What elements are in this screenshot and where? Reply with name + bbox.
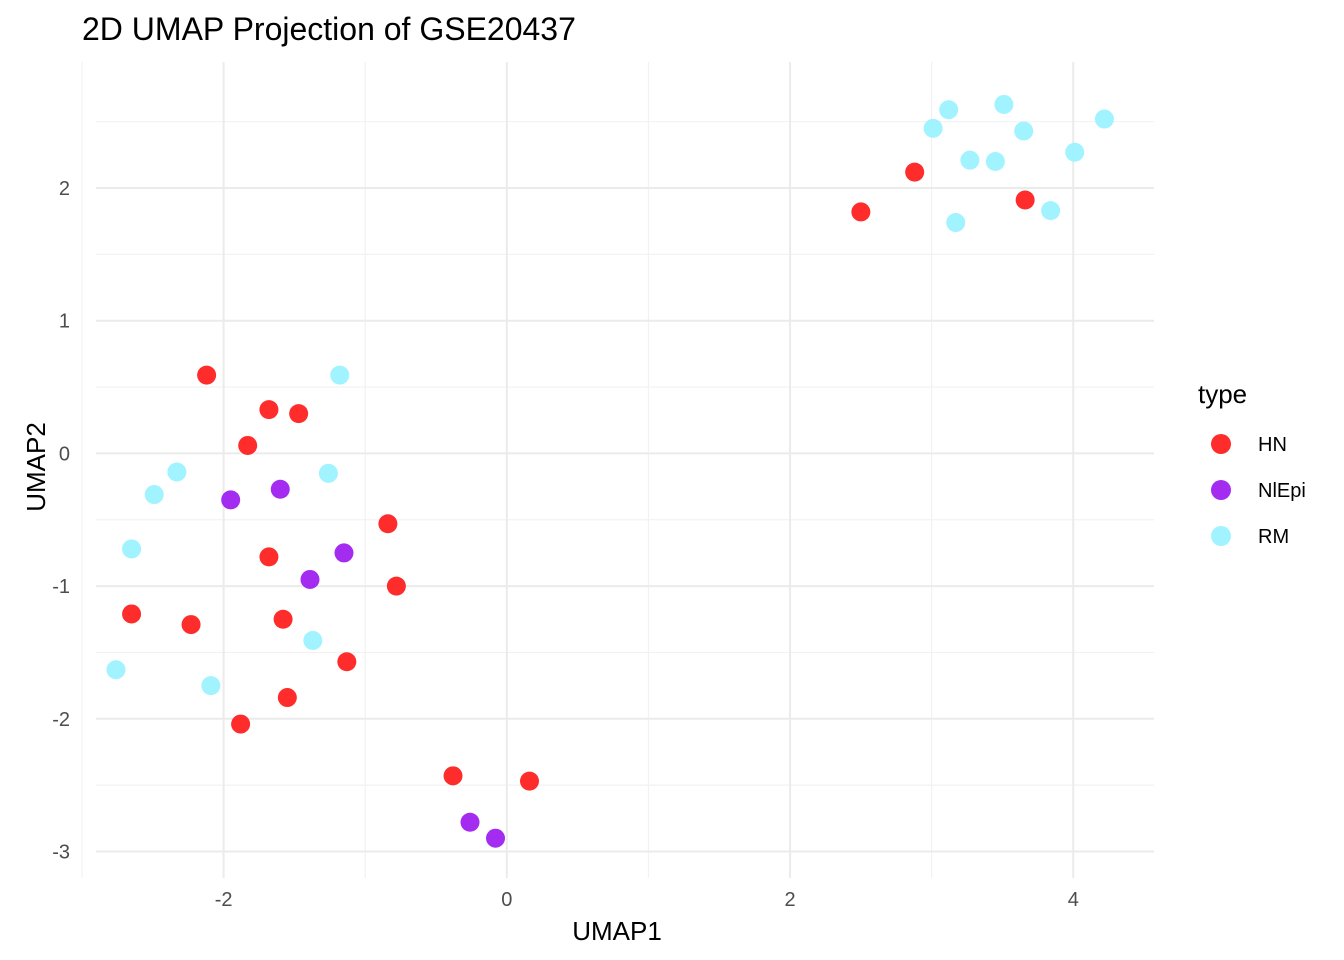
point-nlepi (486, 828, 506, 848)
x-axis-ticks: -2 0 2 4 (215, 889, 1079, 911)
y-tick-label: -2 (52, 709, 70, 731)
point-rm (122, 539, 142, 559)
point-rm (106, 660, 126, 680)
point-rm (318, 463, 338, 483)
point-hn (386, 576, 406, 596)
point-rm (1014, 121, 1034, 141)
legend-items: HN NlEpi RM (1211, 434, 1306, 548)
point-rm (946, 213, 966, 233)
point-hn (1015, 190, 1035, 210)
legend-label-rm: RM (1258, 526, 1289, 548)
legend-label-nlepi: NlEpi (1258, 480, 1306, 502)
point-rm (994, 94, 1014, 114)
point-hn (231, 714, 251, 734)
legend-label-hn: HN (1258, 434, 1287, 456)
point-rm (330, 365, 350, 385)
point-nlepi (270, 479, 290, 499)
y-tick-label: 2 (59, 178, 70, 200)
point-hn (443, 766, 463, 786)
legend: type HN NlEpi RM (1198, 379, 1306, 548)
point-rm (167, 462, 187, 482)
point-nlepi (334, 543, 354, 563)
legend-key-hn (1211, 434, 1231, 454)
point-hn (197, 365, 217, 385)
point-nlepi (221, 490, 241, 510)
point-hn (238, 435, 258, 455)
point-rm (985, 152, 1005, 172)
point-hn (122, 604, 142, 624)
point-rm (1065, 142, 1085, 162)
legend-key-nlepi (1211, 480, 1231, 500)
point-rm (939, 100, 959, 120)
point-nlepi (300, 569, 320, 589)
y-tick-label: 0 (59, 443, 70, 465)
point-nlepi (460, 812, 480, 832)
point-hn (378, 514, 398, 534)
x-axis-title: UMAP1 (572, 916, 662, 946)
y-tick-label: -3 (52, 841, 70, 863)
y-tick-label: 1 (59, 311, 70, 333)
point-hn (259, 547, 279, 567)
point-hn (181, 615, 201, 635)
point-rm (960, 150, 980, 170)
major-grid (96, 62, 1154, 878)
legend-title: type (1198, 379, 1247, 409)
x-tick-label: -2 (215, 889, 233, 911)
x-tick-label: 4 (1068, 889, 1079, 911)
minor-grid (81, 62, 1154, 878)
y-axis-ticks: -3 -2 -1 0 1 2 (52, 178, 70, 863)
point-rm (303, 630, 323, 650)
point-hn (337, 652, 357, 672)
point-hn (259, 400, 279, 420)
point-hn (519, 771, 539, 791)
point-hn (277, 688, 297, 708)
x-tick-label: 2 (784, 889, 795, 911)
point-rm (201, 676, 221, 696)
point-rm (1041, 201, 1061, 221)
y-tick-label: -1 (52, 576, 70, 598)
point-rm (144, 485, 164, 505)
legend-key-rm (1211, 526, 1231, 546)
point-hn (905, 162, 925, 182)
data-points (106, 94, 1114, 848)
x-tick-label: 0 (501, 889, 512, 911)
point-hn (851, 202, 871, 222)
point-hn (273, 609, 293, 629)
point-hn (289, 404, 309, 424)
chart-title: 2D UMAP Projection of GSE20437 (82, 11, 576, 47)
y-axis-title: UMAP2 (21, 422, 51, 512)
point-rm (1094, 109, 1114, 129)
point-rm (923, 118, 943, 138)
